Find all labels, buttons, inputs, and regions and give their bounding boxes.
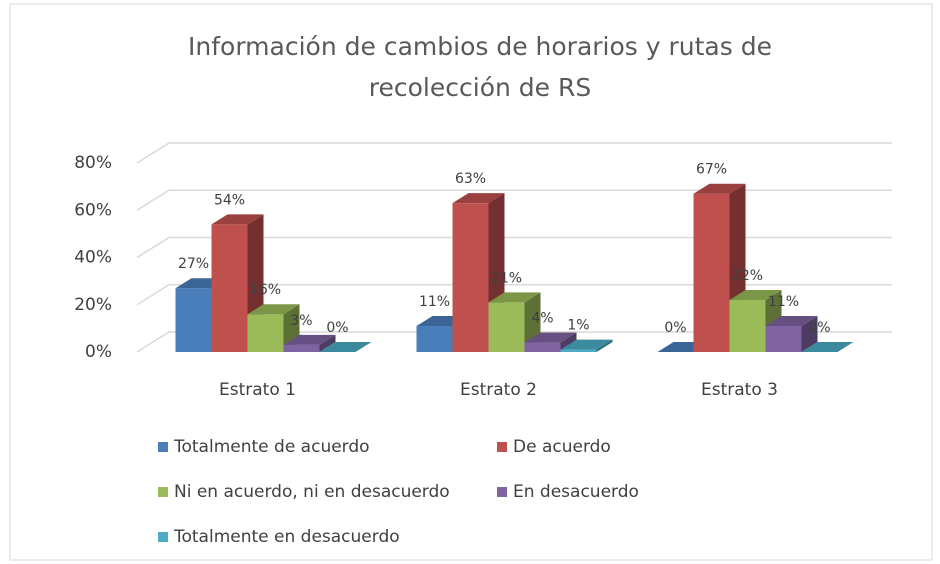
bar bbox=[247, 314, 284, 352]
bar bbox=[693, 193, 730, 352]
bar-top bbox=[283, 334, 336, 345]
value-label: 54% bbox=[214, 192, 245, 208]
bar bbox=[283, 344, 320, 352]
value-label: 0% bbox=[808, 320, 830, 336]
x-tick-label: Estrato 1 bbox=[219, 380, 296, 400]
legend-swatch bbox=[158, 487, 168, 497]
legend-swatch bbox=[497, 442, 507, 452]
x-tick-label: Estrato 3 bbox=[701, 380, 778, 400]
bar-top bbox=[211, 214, 264, 225]
legend-swatch bbox=[158, 532, 168, 542]
legend-swatch bbox=[158, 442, 168, 452]
value-label: 4% bbox=[531, 311, 553, 327]
bar-top bbox=[247, 304, 300, 315]
bar-top bbox=[801, 342, 854, 352]
grid-line bbox=[136, 189, 892, 211]
grid-line bbox=[136, 142, 892, 164]
bar bbox=[175, 288, 212, 352]
bar bbox=[488, 302, 525, 352]
value-label: 1% bbox=[567, 318, 589, 334]
y-tick-label: 60% bbox=[74, 200, 112, 220]
x-tick-label: Estrato 2 bbox=[460, 380, 537, 400]
value-label: 67% bbox=[696, 162, 727, 178]
bar-side bbox=[801, 316, 818, 352]
value-label: 0% bbox=[326, 320, 348, 336]
value-label: 27% bbox=[178, 256, 209, 272]
y-tick-label: 20% bbox=[74, 295, 112, 315]
value-label: 11% bbox=[419, 294, 450, 310]
bar bbox=[765, 326, 802, 352]
value-label: 21% bbox=[491, 270, 522, 286]
y-tick-label: 80% bbox=[74, 153, 112, 173]
bar bbox=[729, 300, 766, 352]
legend-label: En desacuerdo bbox=[513, 482, 639, 502]
grid-line bbox=[136, 331, 892, 353]
legend-label: Ni en acuerdo, ni en desacuerdo bbox=[174, 482, 450, 502]
value-label: 63% bbox=[455, 171, 486, 187]
bar-top bbox=[693, 183, 746, 194]
bar-side bbox=[596, 339, 613, 352]
bar-top bbox=[765, 316, 818, 327]
grid-line bbox=[136, 236, 892, 259]
y-tick-label: 40% bbox=[74, 248, 112, 268]
value-label: 0% bbox=[664, 320, 686, 336]
legend-swatch bbox=[497, 487, 507, 497]
bar bbox=[416, 326, 453, 352]
bar bbox=[524, 342, 561, 352]
bar-side bbox=[319, 334, 336, 352]
legend-label: Totalmente de acuerdo bbox=[173, 437, 370, 457]
bar-top bbox=[560, 339, 613, 350]
bar bbox=[560, 349, 597, 352]
legend-label: De acuerdo bbox=[513, 437, 611, 457]
value-label: 22% bbox=[732, 268, 763, 284]
bar-top bbox=[488, 292, 541, 303]
value-label: 3% bbox=[290, 313, 312, 329]
bar-top bbox=[524, 332, 577, 343]
value-label: 16% bbox=[250, 282, 281, 298]
bar bbox=[452, 203, 489, 352]
bar-top bbox=[729, 290, 782, 301]
value-label: 11% bbox=[768, 294, 799, 310]
y-tick-label: 0% bbox=[85, 342, 112, 362]
grid-line bbox=[136, 284, 892, 306]
legend-label: Totalmente en desacuerdo bbox=[173, 527, 400, 547]
bar bbox=[211, 224, 248, 352]
bar-top bbox=[319, 342, 372, 352]
chart-title: Información de cambios de horarios y rut… bbox=[188, 32, 772, 102]
bar-top bbox=[452, 193, 505, 204]
